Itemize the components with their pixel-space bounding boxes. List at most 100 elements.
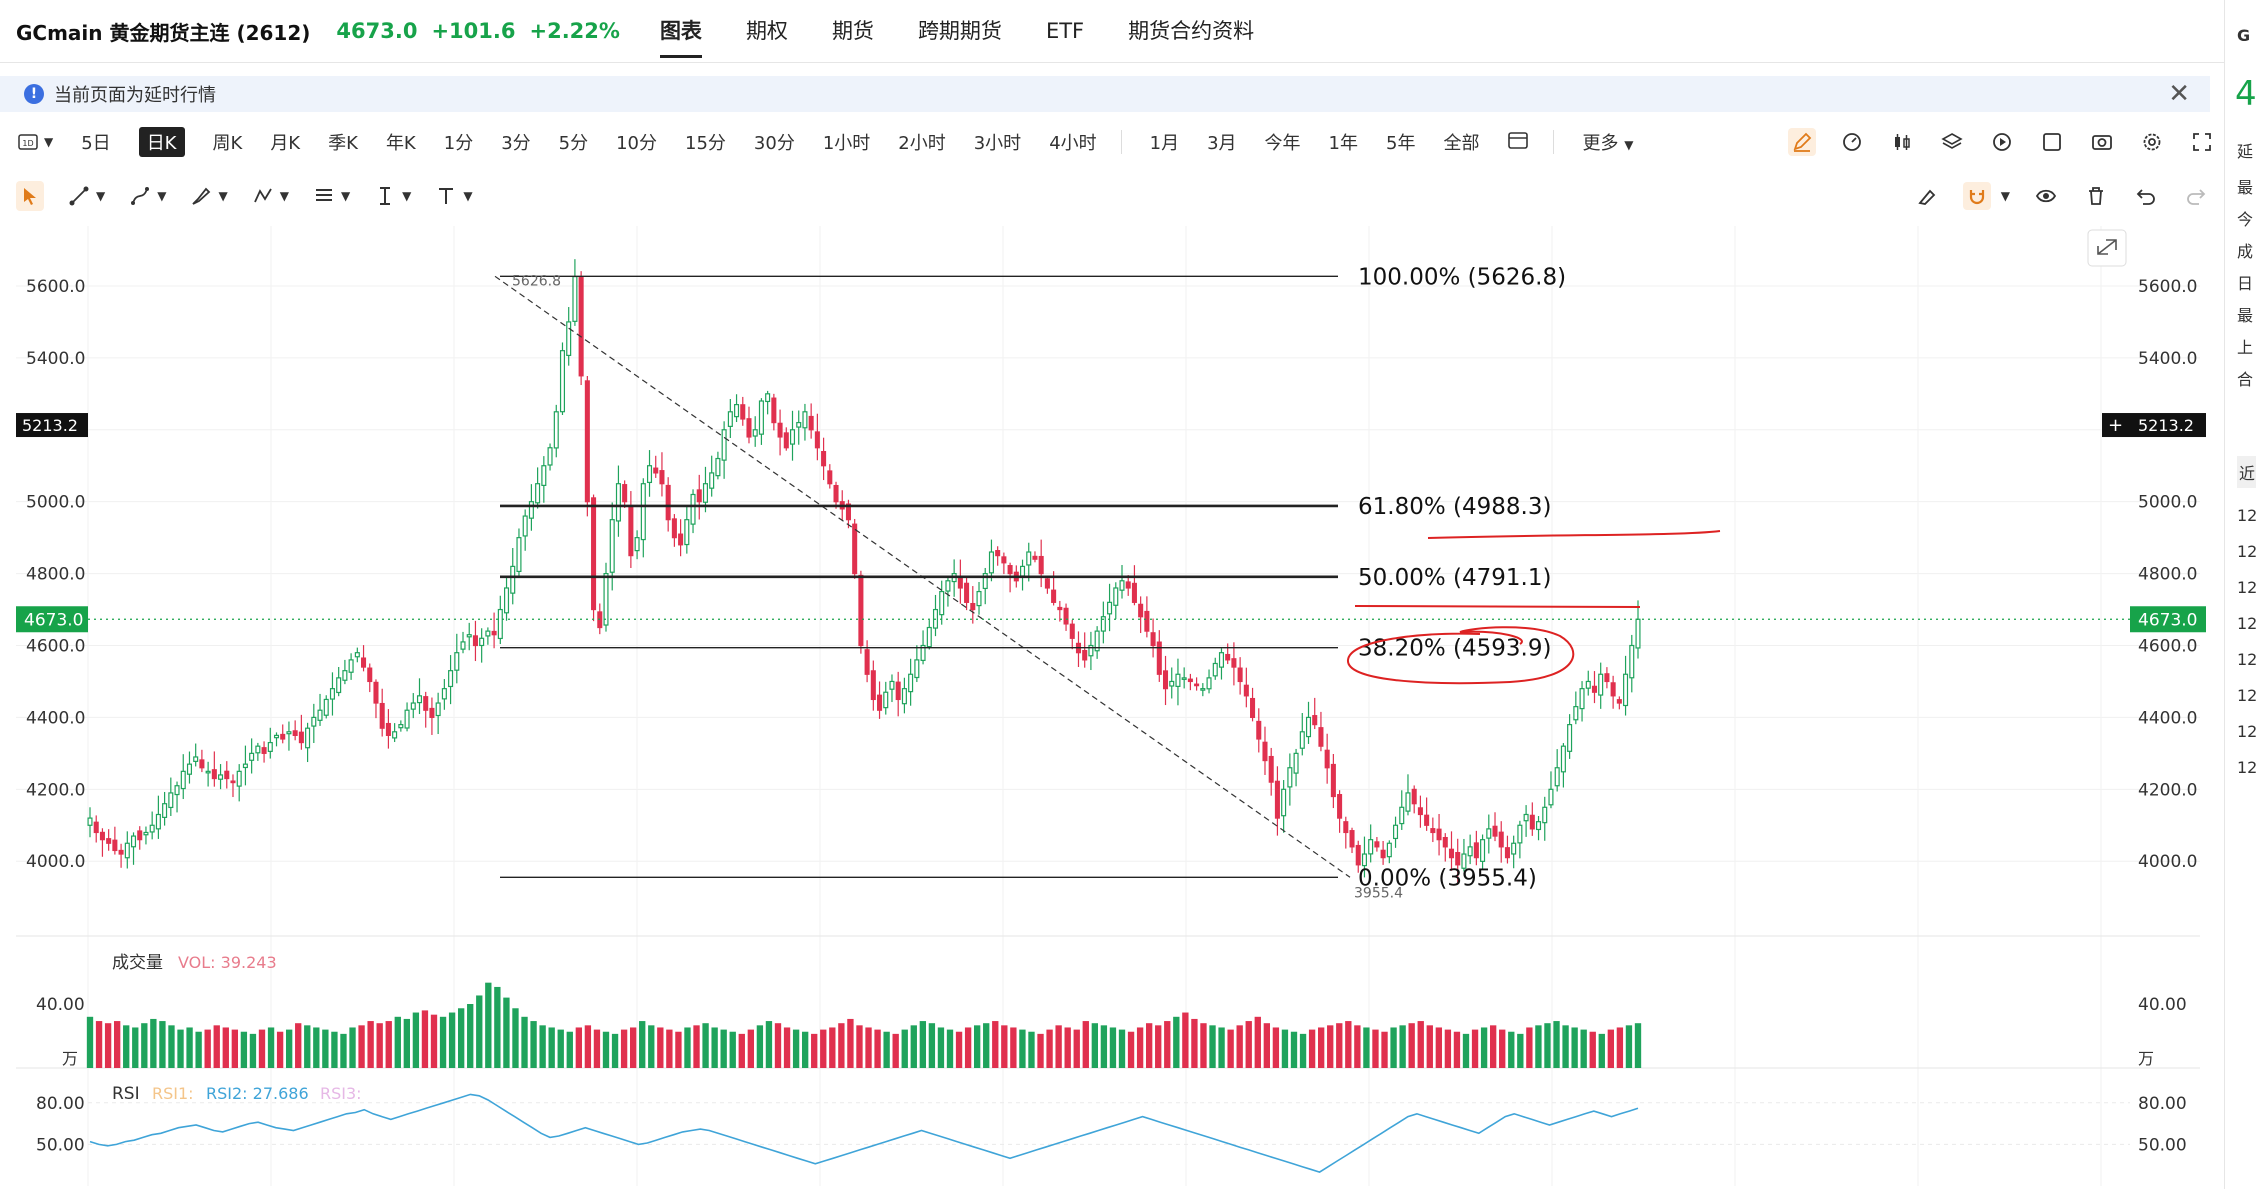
volume-bar xyxy=(666,1029,673,1068)
candle-type-icon[interactable] xyxy=(1888,128,1916,156)
tf-5m[interactable]: 5分 xyxy=(558,133,589,154)
eraser-icon[interactable] xyxy=(1913,182,1941,210)
range-all[interactable]: 全部 xyxy=(1443,133,1480,154)
tf-2h[interactable]: 2小时 xyxy=(898,133,946,154)
fib-tool[interactable]: ▼ xyxy=(129,181,166,211)
redo-icon[interactable] xyxy=(2182,182,2210,210)
volume-bar xyxy=(1236,1025,1243,1068)
tf-3m[interactable]: 3分 xyxy=(501,133,531,154)
layers-icon[interactable] xyxy=(1938,128,1966,156)
tab-options[interactable]: 期权 xyxy=(745,19,788,43)
tf-3h[interactable]: 3小时 xyxy=(973,133,1022,154)
tf-4h[interactable]: 4小时 xyxy=(1049,133,1097,154)
candle-body xyxy=(124,842,130,859)
tf-15m[interactable]: 15分 xyxy=(685,133,726,154)
gear-icon[interactable] xyxy=(2138,128,2166,156)
tf-30m[interactable]: 30分 xyxy=(753,133,795,154)
volume-bar xyxy=(919,1021,927,1068)
range-1year[interactable]: 1年 xyxy=(1328,133,1358,154)
tf-monthly[interactable]: 月K xyxy=(270,133,301,154)
eye-icon[interactable] xyxy=(2032,182,2060,210)
volume-bar xyxy=(838,1023,845,1068)
side-char: 12 xyxy=(2237,650,2256,669)
side-char: 近 xyxy=(2237,456,2256,488)
tf-weekly[interactable]: 周K xyxy=(212,133,243,154)
range-1month[interactable]: 1月 xyxy=(1149,133,1180,154)
candle-body xyxy=(242,763,248,769)
more-menu[interactable]: 更多 ▼ xyxy=(1582,129,1633,155)
last-price-label-right: 4673.0 xyxy=(2138,610,2197,630)
candle-body xyxy=(895,681,901,701)
tf-daily[interactable]: 日K xyxy=(138,127,185,157)
tf-quarterly[interactable]: 季K xyxy=(328,133,358,154)
date-range-icon[interactable] xyxy=(1507,130,1529,155)
candle-body xyxy=(1380,849,1386,859)
divider xyxy=(1120,130,1122,154)
tf-5d[interactable]: 5日 xyxy=(81,133,111,154)
tab-contract-info[interactable]: 期货合约资料 xyxy=(1128,19,1255,43)
candle-body xyxy=(1361,853,1367,867)
tf-1h[interactable]: 1小时 xyxy=(822,133,871,154)
range-5year[interactable]: 5年 xyxy=(1386,133,1416,154)
side-char: 上 xyxy=(2237,338,2254,357)
magnet-options[interactable]: ▼ xyxy=(1995,181,2010,211)
brush-tool[interactable]: ▼ xyxy=(190,181,228,211)
candle-body xyxy=(435,702,441,717)
tf-1m[interactable]: 1分 xyxy=(443,133,474,154)
tab-etf[interactable]: ETF xyxy=(1045,19,1085,43)
pencil-icon[interactable] xyxy=(1788,128,1816,156)
candle-body xyxy=(1057,606,1063,611)
fullscreen-box-icon[interactable] xyxy=(2038,128,2066,156)
trash-icon[interactable] xyxy=(2082,182,2110,210)
volume-bar xyxy=(1272,1027,1280,1068)
candle-body xyxy=(1511,842,1517,855)
candle-body xyxy=(168,792,174,809)
volume-bar xyxy=(457,1008,465,1068)
range-ytd[interactable]: 今年 xyxy=(1264,133,1301,154)
volume-bar xyxy=(123,1025,130,1068)
measure-tool[interactable]: ▼ xyxy=(374,181,411,211)
candle-body xyxy=(1262,741,1268,762)
undo-icon[interactable] xyxy=(2132,182,2160,210)
volume-bar xyxy=(1209,1025,1216,1068)
candle-body xyxy=(814,431,820,449)
tab-spread-futures[interactable]: 跨期期货 xyxy=(917,19,1002,43)
replay-icon[interactable] xyxy=(1988,128,2016,156)
volume-bar xyxy=(222,1027,229,1068)
trend-line-tool[interactable]: ▼ xyxy=(68,181,105,211)
side-char: 12 xyxy=(2237,578,2256,597)
tf-yearly[interactable]: 年K xyxy=(385,133,416,154)
crosshair-tag-left xyxy=(16,413,88,438)
speedometer-icon[interactable] xyxy=(1838,128,1866,156)
cursor-icon[interactable] xyxy=(16,181,44,211)
price-chart[interactable]: 100.00% (5626.8) 61.80% (4988.3) 50.00% (4… xyxy=(0,226,2224,1186)
candle-body xyxy=(1492,825,1498,837)
volume-bar xyxy=(856,1025,863,1068)
expand-icon[interactable] xyxy=(2188,128,2216,156)
range-3month[interactable]: 3月 xyxy=(1207,133,1237,154)
pattern-tool[interactable]: ▼ xyxy=(252,181,289,211)
close-icon[interactable]: ✕ xyxy=(2168,79,2190,109)
text-list-tool[interactable]: ▼ xyxy=(313,181,350,211)
rsi-pane: RSI RSI1: RSI2: 27.686 RSI3: 80.00 80.00 50.00… xyxy=(36,1084,2187,1173)
volume-bar xyxy=(1145,1023,1153,1068)
candle-body xyxy=(1623,673,1629,707)
magnet-icon[interactable] xyxy=(1962,182,1991,210)
candle-body xyxy=(789,429,796,445)
text-tool[interactable]: ▼ xyxy=(435,181,473,211)
candle-body xyxy=(130,835,137,848)
candle-body xyxy=(472,635,478,647)
volume-bar xyxy=(113,1021,121,1068)
crosshair-label-right: 5213.2 xyxy=(2138,416,2194,435)
expand-chart-button[interactable] xyxy=(2087,229,2127,267)
interval-selector[interactable]: 1D ▼ xyxy=(18,133,53,151)
candle-body xyxy=(423,696,429,711)
timeframe-bar: 1D ▼ 5日 日K 周K 月K 季K 年K 1分 3分 5分 10分 15分 … xyxy=(0,124,2224,160)
candle-body xyxy=(1504,847,1510,859)
tf-10m[interactable]: 10分 xyxy=(616,133,658,154)
tab-chart[interactable]: 图表 xyxy=(659,0,702,62)
tab-futures[interactable]: 期货 xyxy=(831,19,874,43)
camera-icon[interactable] xyxy=(2088,128,2116,156)
volume-bar xyxy=(639,1021,646,1068)
candle-body xyxy=(1585,680,1591,689)
